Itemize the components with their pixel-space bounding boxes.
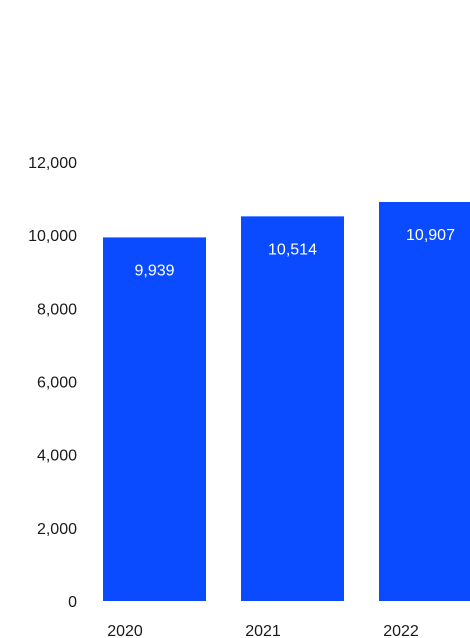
x-tick-label: 2020 — [107, 623, 143, 638]
bars-group: 9,939 10,514 10,907 — [103, 201, 470, 601]
bar-2020[interactable] — [103, 237, 206, 601]
y-tick-label: 2,000 — [37, 521, 77, 538]
y-tick-label: 10,000 — [28, 228, 77, 245]
y-axis: 0 2,000 4,000 6,000 8,000 10,000 12,000 — [28, 155, 77, 611]
bar-2022[interactable] — [379, 201, 470, 601]
x-tick-label: 2021 — [245, 623, 281, 638]
y-tick-label: 12,000 — [28, 155, 77, 172]
bar-value-label: 10,907 — [406, 227, 455, 244]
x-axis: 2020 2021 2022 — [107, 623, 419, 638]
bar-value-label: 9,939 — [134, 262, 174, 279]
y-tick-label: 8,000 — [37, 301, 77, 318]
y-tick-label: 6,000 — [37, 375, 77, 392]
x-tick-label: 2022 — [383, 623, 419, 638]
bar-2021[interactable] — [241, 216, 344, 601]
bar-value-label: 10,514 — [268, 241, 317, 258]
y-tick-label: 0 — [68, 594, 77, 611]
y-tick-label: 4,000 — [37, 448, 77, 465]
